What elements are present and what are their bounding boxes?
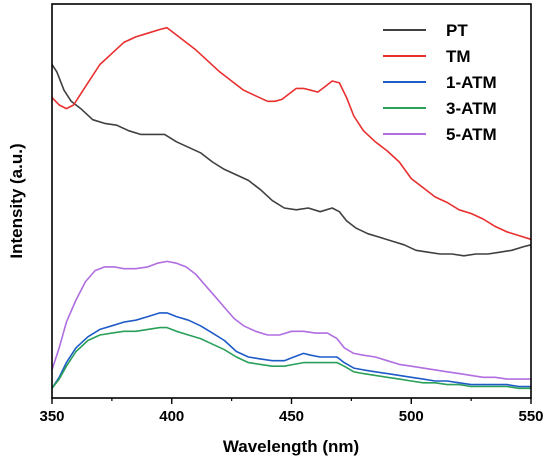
y-axis-title: Intensity (a.u.) <box>7 143 26 258</box>
series-line-tm <box>51 26 532 241</box>
plot-area <box>51 26 532 390</box>
legend-label-tm: TM <box>446 47 471 66</box>
x-axis-title: Wavelength (nm) <box>223 437 359 456</box>
legend-label-5-atm: 5-ATM <box>446 125 497 144</box>
x-tick-label-350: 350 <box>39 408 64 425</box>
x-axis-ticks <box>51 398 532 404</box>
x-tick-label-550: 550 <box>518 408 543 425</box>
series-line-pt <box>51 64 532 257</box>
legend-label-pt: PT <box>446 21 468 40</box>
legend-label-1-atm: 1-ATM <box>446 73 497 92</box>
x-axis-tick-labels: 350 400 450 500 550 <box>39 408 543 425</box>
legend: PT TM 1-ATM 3-ATM 5-ATM <box>383 21 497 144</box>
legend-label-3-atm: 3-ATM <box>446 99 497 118</box>
x-tick-label-500: 500 <box>399 408 424 425</box>
series-line-1-atm <box>51 312 531 389</box>
series-line-5-atm <box>51 260 531 380</box>
series-line-3-atm <box>51 326 531 390</box>
x-tick-label-450: 450 <box>279 408 304 425</box>
x-tick-label-400: 400 <box>159 408 184 425</box>
